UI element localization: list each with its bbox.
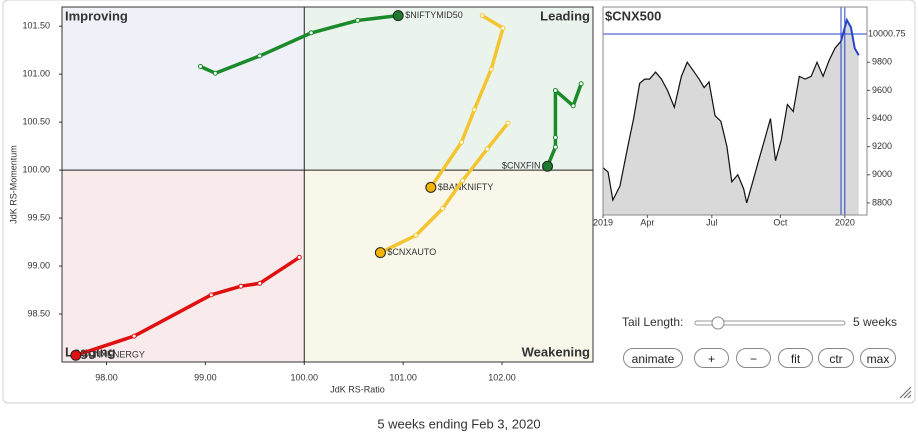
control-button[interactable]: ctr	[818, 348, 854, 368]
area	[841, 20, 859, 216]
tail-point	[208, 292, 214, 298]
chart-title: $CNX500	[605, 8, 661, 23]
y-tick-label: 99.00	[27, 260, 50, 270]
last-value-label: 10000.75	[868, 28, 906, 38]
tail-point	[552, 134, 558, 140]
slider-track[interactable]	[694, 320, 846, 326]
y-tick-label: 9800	[872, 57, 892, 67]
y-tick-label: 98.50	[27, 308, 50, 318]
series-label: $NIFTYMID50	[405, 10, 463, 20]
tail-point	[131, 333, 137, 339]
y-tick-label: 101.00	[22, 69, 50, 79]
quadrant	[304, 7, 593, 171]
quadrant	[62, 170, 305, 362]
y-tick-label: 99.50	[27, 212, 50, 222]
plot-frame	[61, 6, 594, 363]
x-tick-label: 100.00	[290, 372, 318, 382]
head-point	[392, 10, 404, 22]
quadrant-label: Weakening	[522, 344, 590, 359]
quadrant-label: Leading	[540, 8, 590, 23]
head-point	[425, 181, 437, 193]
tail-point	[458, 139, 464, 145]
tail-point	[471, 107, 477, 113]
head-point	[374, 247, 386, 259]
y-tick-label: 9600	[872, 85, 892, 95]
y-tick-label: 100.00	[22, 164, 50, 174]
x-tick-label: Jul	[706, 217, 718, 227]
tail-point	[355, 17, 361, 23]
quadrant-label: Improving	[65, 8, 128, 23]
footer: 5 weeks ending Feb 3, 2020	[377, 416, 540, 431]
y-tick-label: 9200	[872, 141, 892, 151]
tail-point	[238, 283, 244, 289]
control-button[interactable]: −	[736, 348, 771, 368]
control-button[interactable]: max	[860, 348, 896, 368]
x-tick-label: 98.00	[95, 372, 118, 382]
y-axis-label: JdK RS-Momentum	[8, 145, 18, 224]
control-button[interactable]: fit	[778, 348, 813, 368]
plot-frame	[602, 6, 868, 216]
y-tick-label: 8800	[872, 197, 892, 207]
tail-point	[257, 53, 263, 59]
control-button[interactable]: +	[694, 348, 729, 368]
tail-point	[212, 70, 218, 76]
tail-point	[440, 205, 446, 211]
tail-value: 5 weeks	[853, 315, 897, 329]
tail-point	[257, 280, 263, 286]
x-tick-label: 2019	[593, 217, 613, 227]
tail-point	[505, 120, 511, 126]
tail	[545, 82, 583, 169]
y-tick-label: 100.50	[22, 117, 50, 127]
x-tick-label: Apr	[640, 217, 654, 227]
y-tick-label: 9400	[872, 113, 892, 123]
y-tick-label: 9000	[872, 169, 892, 179]
tail-point	[500, 25, 506, 31]
tail-point	[570, 103, 576, 109]
quadrant	[62, 7, 305, 171]
series-label: $CNXENERGY	[83, 350, 145, 360]
series-label: $CNXAUTO	[387, 247, 436, 257]
tail-point	[578, 81, 584, 87]
x-tick-label: 99.00	[194, 372, 217, 382]
tail-point	[488, 66, 494, 72]
control-button[interactable]: animate	[623, 348, 683, 368]
tail-point	[308, 30, 314, 36]
x-tick-label: 102.00	[488, 372, 516, 382]
head-point	[70, 349, 82, 361]
tail-point	[552, 144, 558, 150]
tail-label: Tail Length:	[622, 315, 683, 329]
x-tick-label: Oct	[773, 217, 788, 227]
tail-point	[484, 146, 490, 152]
tail-point	[413, 232, 419, 238]
head-point	[542, 160, 554, 172]
price-line	[602, 40, 842, 204]
series-label: $BANKNIFTY	[438, 182, 494, 192]
x-tick-label: 101.00	[389, 372, 417, 382]
tail-point	[552, 87, 558, 93]
tail-point	[197, 63, 203, 69]
tail	[198, 13, 400, 75]
slider-thumb[interactable]	[711, 316, 725, 330]
tail	[378, 121, 510, 255]
tail	[429, 13, 505, 190]
tail-point	[296, 254, 302, 260]
series-label: $CNXFIN	[502, 161, 541, 171]
resize-handle	[899, 386, 912, 399]
tail-point	[459, 178, 465, 184]
x-tick-label: 2020	[835, 217, 855, 227]
tail	[74, 255, 302, 358]
x-axis-label: JdK RS-Ratio	[330, 384, 385, 394]
y-tick-label: 101.50	[22, 21, 50, 31]
tail-point	[479, 13, 485, 19]
